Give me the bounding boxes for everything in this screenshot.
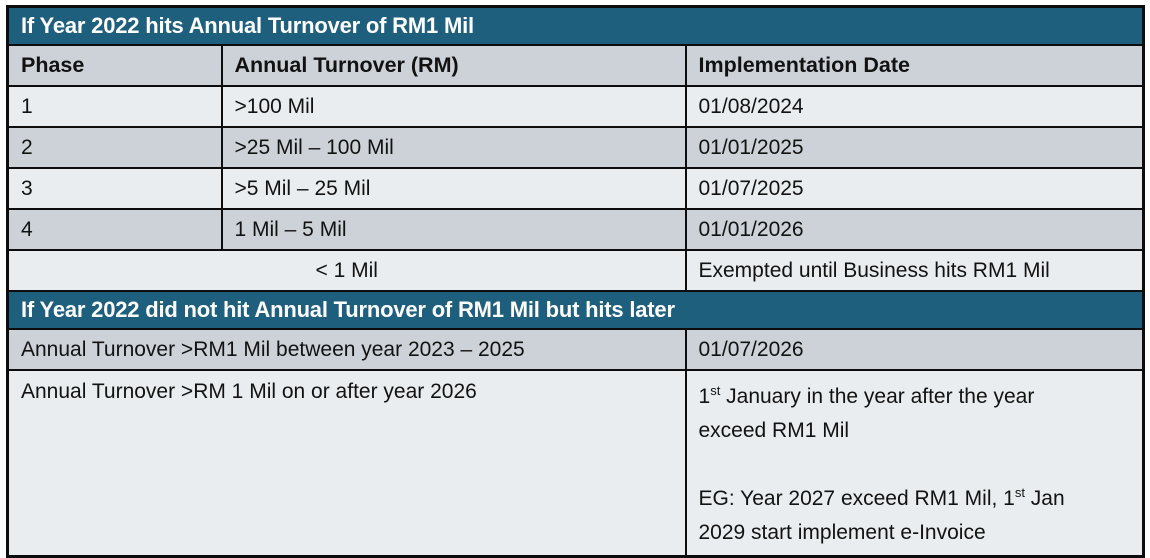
date-line-4: 2029 start implement e-Invoice	[699, 516, 1131, 550]
turnover-cell: 1 Mil – 5 Mil	[220, 208, 687, 251]
table-row-phase-4: 4 1 Mil – 5 Mil 01/01/2026	[6, 208, 1145, 251]
text-fragment: 2029 start implement e-Invoice	[698, 521, 986, 544]
text-fragment: EG: Year 2027 exceed RM1 Mil, 1	[698, 487, 1015, 510]
text-fragment: Jan	[1024, 487, 1065, 510]
text-fragment: 1	[698, 385, 711, 408]
phase-cell: 3	[6, 167, 223, 210]
table-row-phase-1: 1 >100 Mil 01/08/2024	[6, 85, 1145, 128]
table-row-phase-3: 3 >5 Mil – 25 Mil 01/07/2025	[6, 167, 1145, 210]
section1-title: If Year 2022 hits Annual Turnover of RM1…	[6, 5, 1145, 46]
date-line-2: exceed RM1 Mil	[699, 414, 1131, 448]
ordinal-suffix: st	[710, 383, 721, 398]
condition-cell: Annual Turnover >RM 1 Mil on or after ye…	[6, 369, 687, 558]
date-cell: 01/01/2026	[684, 208, 1145, 251]
exempt-date-cell: Exempted until Business hits RM1 Mil	[684, 249, 1145, 292]
ordinal-suffix: st	[1014, 485, 1025, 500]
date-line-3: EG: Year 2027 exceed RM1 Mil, 1st Jan	[699, 482, 1131, 516]
column-header-phase: Phase	[6, 44, 223, 87]
table-row-phase-2: 2 >25 Mil – 100 Mil 01/01/2025	[6, 126, 1145, 169]
date-line-blank	[699, 448, 1131, 482]
table-row-after-2026: Annual Turnover >RM 1 Mil on or after ye…	[6, 369, 1145, 558]
column-header-row: Phase Annual Turnover (RM) Implementatio…	[6, 44, 1145, 87]
turnover-cell: >5 Mil – 25 Mil	[220, 167, 687, 210]
condition-cell: Annual Turnover >RM1 Mil between year 20…	[6, 328, 687, 371]
date-cell: 01/08/2024	[684, 85, 1145, 128]
date-cell: 01/07/2026	[684, 328, 1145, 371]
section1-header-row: If Year 2022 hits Annual Turnover of RM1…	[6, 5, 1145, 46]
phase-cell: 2	[6, 126, 223, 169]
date-cell: 01/01/2025	[684, 126, 1145, 169]
section2-header-row: If Year 2022 did not hit Annual Turnover…	[6, 290, 1145, 330]
phase-cell: 4	[6, 208, 223, 251]
date-cell: 01/07/2025	[684, 167, 1145, 210]
column-header-turnover: Annual Turnover (RM)	[220, 44, 687, 87]
column-header-date: Implementation Date	[684, 44, 1145, 87]
einvoice-implementation-table: If Year 2022 hits Annual Turnover of RM1…	[6, 5, 1145, 558]
text-fragment: exceed RM1 Mil	[698, 419, 850, 442]
section2-title: If Year 2022 did not hit Annual Turnover…	[6, 290, 1145, 330]
exempt-turnover-cell: < 1 Mil	[6, 249, 687, 292]
table-row-exempt: < 1 Mil Exempted until Business hits RM1…	[6, 249, 1145, 292]
date-detail-cell: 1st January in the year after the year e…	[684, 369, 1145, 558]
table-row-between-2023-2025: Annual Turnover >RM1 Mil between year 20…	[6, 328, 1145, 371]
date-line-1: 1st January in the year after the year	[699, 380, 1131, 414]
turnover-cell: >25 Mil – 100 Mil	[220, 126, 687, 169]
turnover-cell: >100 Mil	[220, 85, 687, 128]
text-fragment: January in the year after the year	[720, 385, 1035, 408]
phase-cell: 1	[6, 85, 223, 128]
